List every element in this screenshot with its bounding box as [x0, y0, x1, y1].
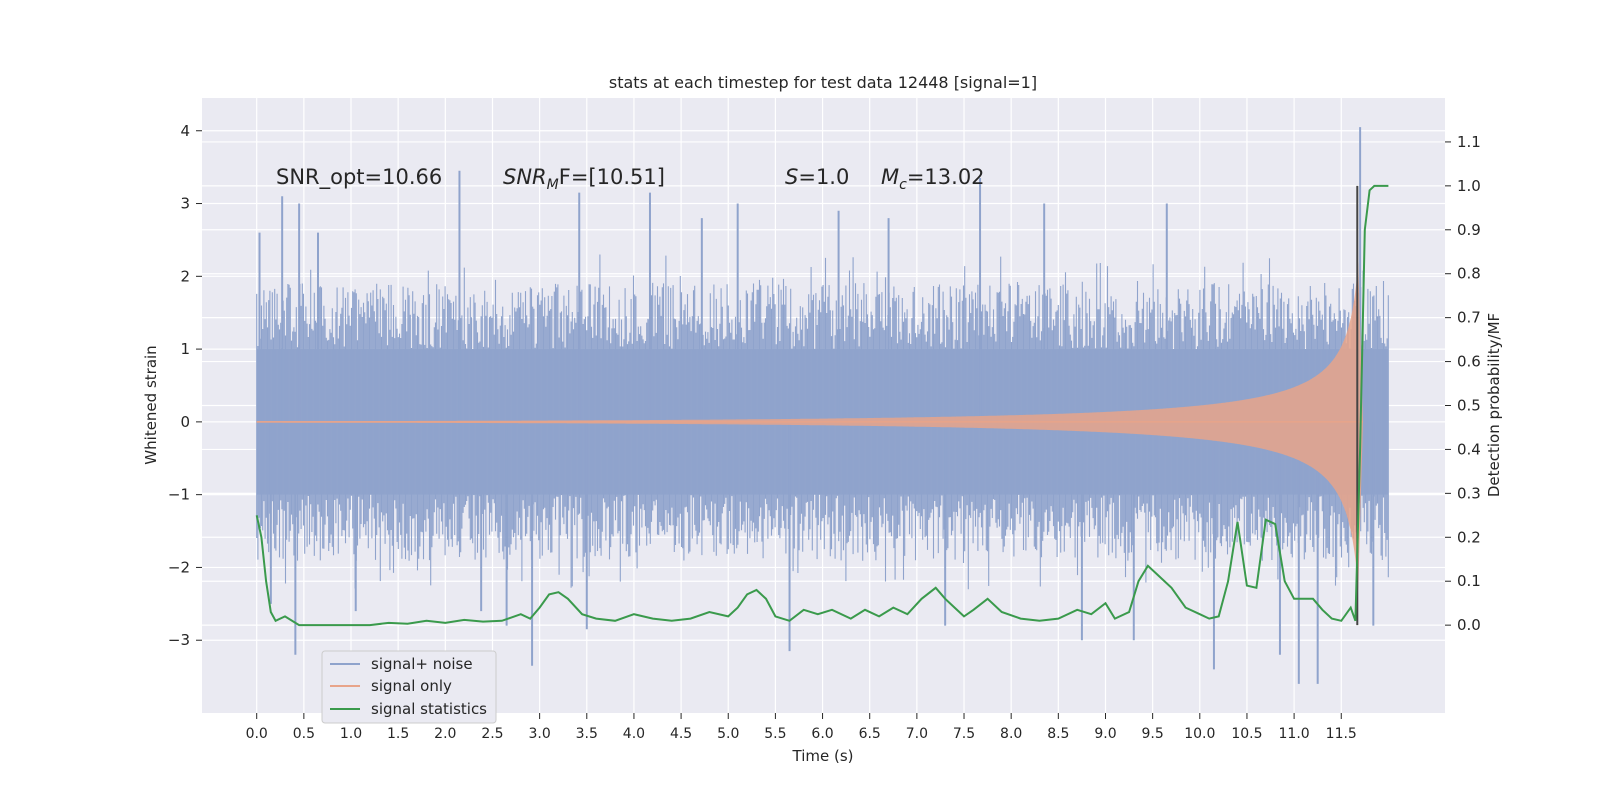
snr-mf-base: SNR: [503, 165, 547, 189]
legend: signal+ noise signal only signal statist…: [321, 650, 497, 724]
annotation-mc: Mc=13.02: [881, 165, 985, 193]
signal-only-series: [256, 261, 1364, 590]
mc-sub: c: [899, 177, 907, 193]
y-tick-label: −1: [168, 486, 190, 504]
y2-tick-label: 0.8: [1457, 265, 1481, 283]
x-axis-label: Time (s): [792, 747, 854, 765]
y-tick-label: 0: [180, 413, 190, 431]
x-tick-label: 2.0: [434, 726, 456, 742]
x-tick-label: 6.5: [859, 726, 881, 742]
y-tick-label: −2: [168, 558, 190, 576]
y-tick-label: −3: [168, 631, 190, 649]
s-rest: =1.0: [798, 165, 849, 189]
x-tick-label: 0.5: [293, 726, 315, 742]
annotations: SNR_opt=10.66 SNRMF=[10.51] S=1.0 Mc=13.…: [276, 165, 985, 193]
x-tick-label: 11.5: [1326, 726, 1357, 742]
x-tick-label: 3.5: [576, 726, 598, 742]
legend-label-signal-statistics: signal statistics: [371, 700, 487, 718]
y2-tick-label: 0.9: [1457, 221, 1481, 239]
y2-tick-label: 1.0: [1457, 177, 1481, 195]
snr-mf-rest: F=[10.51]: [559, 165, 665, 189]
x-tick-label: 10.5: [1231, 726, 1262, 742]
y2-tick-label: 0.3: [1457, 484, 1481, 502]
signal-statistics-line: [255, 184, 1389, 627]
y2-tick-label: 0.2: [1457, 528, 1481, 546]
x-tick-label: 9.0: [1094, 726, 1116, 742]
y2-tick-label: 0.0: [1457, 616, 1481, 634]
x-tick-label: 7.5: [953, 726, 975, 742]
mc-base: M: [881, 165, 899, 189]
x-tick-label: 5.0: [717, 726, 739, 742]
x-tick-label: 1.0: [340, 726, 362, 742]
y-tick-label: 4: [180, 122, 190, 140]
y2-tick-label: 0.7: [1457, 309, 1481, 327]
signal-chirp-envelope: [256, 261, 1364, 590]
x-tick-label: 8.0: [1000, 726, 1022, 742]
annotation-s: S=1.0: [785, 165, 849, 189]
mc-rest: =13.02: [907, 165, 985, 189]
x-tick-label: 3.0: [528, 726, 550, 742]
y2-axis-label: Detection probability/MF: [1485, 313, 1503, 497]
x-tick-label: 7.0: [906, 726, 928, 742]
annotation-snr-mf: SNRMF=[10.51]: [503, 165, 665, 193]
y2-tick-label: 0.5: [1457, 397, 1481, 415]
y2-tick-label: 0.6: [1457, 353, 1481, 371]
y-tick-label: 1: [180, 340, 190, 358]
y2-tick-label: 1.1: [1457, 133, 1481, 151]
x-tick-label: 4.0: [623, 726, 645, 742]
x-tick-label: 8.5: [1047, 726, 1069, 742]
x-tick-label: 5.5: [764, 726, 786, 742]
y-axis-label: Whitened strain: [142, 345, 160, 464]
x-tick-label: 10.0: [1184, 726, 1215, 742]
y-tick-label: 3: [180, 195, 190, 213]
legend-box: [321, 650, 497, 724]
x-tick-label: 2.5: [481, 726, 503, 742]
y2-tick-label: 0.4: [1457, 440, 1481, 458]
x-tick-label: 0.0: [246, 726, 268, 742]
x-tick-label: 11.0: [1279, 726, 1310, 742]
legend-label-signal-only: signal only: [371, 677, 452, 695]
chart-title: stats at each timestep for test data 124…: [609, 73, 1037, 92]
legend-label-signal-noise: signal+ noise: [371, 655, 473, 673]
x-tick-label: 9.5: [1142, 726, 1164, 742]
signal-statistics-series: [255, 184, 1389, 627]
snr-mf-sub: M: [547, 177, 559, 193]
x-tick-label: 4.5: [670, 726, 692, 742]
x-tick-label: 6.0: [811, 726, 833, 742]
annotation-snr-opt: SNR_opt=10.66: [276, 165, 442, 190]
y2-tick-label: 0.1: [1457, 572, 1481, 590]
axis-layer: 0.0 0.5 1.0 1.5 2.0 2.5 3.0 3.5 4.0 4.5 5.0 5.5 6.0 6…: [168, 122, 1481, 742]
x-tick-label: 1.5: [387, 726, 409, 742]
s-base: S: [785, 165, 798, 189]
y-tick-label: 2: [180, 267, 190, 285]
